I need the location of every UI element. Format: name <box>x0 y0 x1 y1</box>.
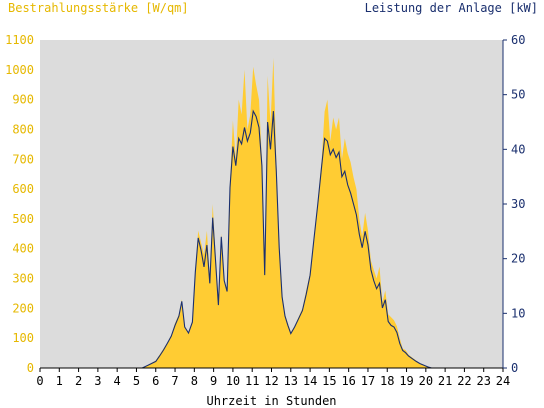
x-tick-label: 16 <box>341 374 355 388</box>
y-left-tick-label: 500 <box>12 212 34 226</box>
y-right-tick-label: 20 <box>511 252 525 266</box>
y-left-tick-label: 600 <box>12 182 34 196</box>
y-left-tick-label: 1000 <box>5 63 34 77</box>
right-axis-title: Leistung der Anlage [kW] <box>365 1 538 15</box>
y-right-tick-label: 40 <box>511 142 525 156</box>
y-left-tick-label: 700 <box>12 152 34 166</box>
x-tick-label: 15 <box>322 374 336 388</box>
x-tick-label: 24 <box>496 374 510 388</box>
x-axis-title: Uhrzeit in Stunden <box>206 394 336 408</box>
axes: 0 1 2 3 4 5 6 7 8 9 10 11 12 13 14 15 16 17 18 19 20 21 22 23 24… <box>5 33 525 388</box>
x-tick-label: 21 <box>438 374 452 388</box>
y-right-tick-label: 50 <box>511 88 525 102</box>
x-tick-label: 11 <box>245 374 259 388</box>
x-tick-label: 9 <box>210 374 217 388</box>
y-right-tick-label: 30 <box>511 197 525 211</box>
x-tick-label: 0 <box>36 374 43 388</box>
x-tick-label: 2 <box>75 374 82 388</box>
y-left-tick-label: 0 <box>27 361 34 375</box>
irradiance-series-area <box>40 57 503 369</box>
x-tick-label: 20 <box>419 374 433 388</box>
y-left-tick-label: 100 <box>12 331 34 345</box>
y-left-tick-label: 900 <box>12 93 34 107</box>
power-line-layer <box>40 109 503 369</box>
power-series-line <box>40 109 503 369</box>
y-right-tick-label: 0 <box>511 361 518 375</box>
x-tick-label: 23 <box>476 374 490 388</box>
x-tick-label: 14 <box>303 374 317 388</box>
x-tick-label: 19 <box>399 374 413 388</box>
left-axis-title: Bestrahlungsstärke [W/qm] <box>8 1 189 15</box>
x-tick-label: 1 <box>56 374 63 388</box>
x-tick-label: 12 <box>264 374 278 388</box>
x-tick-label: 10 <box>226 374 240 388</box>
y-left-tick-label: 800 <box>12 122 34 136</box>
y-left-tick-label: 300 <box>12 272 34 286</box>
x-tick-label: 13 <box>284 374 298 388</box>
y-left-tick-label: 200 <box>12 301 34 315</box>
x-tick-label: 8 <box>191 374 198 388</box>
x-tick-label: 3 <box>94 374 101 388</box>
y-left-tick-label: 400 <box>12 242 34 256</box>
x-tick-label: 18 <box>380 374 394 388</box>
x-tick-label: 5 <box>133 374 140 388</box>
x-tick-label: 22 <box>457 374 471 388</box>
y-right-tick-label: 60 <box>511 33 525 47</box>
x-tick-label: 7 <box>171 374 178 388</box>
x-tick-label: 6 <box>152 374 159 388</box>
y-left-tick-label: 1100 <box>5 33 34 47</box>
x-tick-label: 17 <box>361 374 375 388</box>
irradiance-area-layer <box>40 57 503 369</box>
x-tick-label: 4 <box>114 374 121 388</box>
y-right-tick-label: 10 <box>511 306 525 320</box>
